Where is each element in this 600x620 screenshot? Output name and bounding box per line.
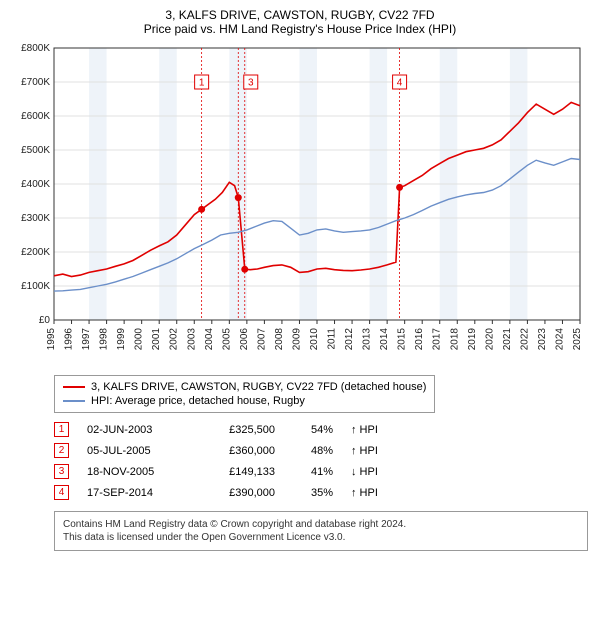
svg-text:2002: 2002 (169, 328, 180, 351)
chart-title: 3, KALFS DRIVE, CAWSTON, RUGBY, CV22 7FD (12, 8, 588, 22)
svg-text:£100K: £100K (21, 281, 50, 292)
transaction-price: £325,500 (195, 424, 275, 436)
svg-text:2021: 2021 (502, 328, 513, 351)
legend-label: 3, KALFS DRIVE, CAWSTON, RUGBY, CV22 7FD… (91, 381, 426, 393)
svg-text:2006: 2006 (239, 328, 250, 351)
transaction-price: £149,133 (195, 466, 275, 478)
svg-text:£300K: £300K (21, 213, 50, 224)
svg-text:2017: 2017 (432, 328, 443, 351)
transaction-table: 1 02-JUN-2003 £325,500 54% ↑ HPI 2 05-JUL-2005… (54, 419, 588, 503)
transaction-direction: ↓ HPI (351, 466, 391, 478)
svg-text:2025: 2025 (572, 328, 583, 351)
transaction-row: 3 18-NOV-2005 £149,133 41% ↓ HPI (54, 461, 588, 482)
svg-text:2018: 2018 (449, 328, 460, 351)
svg-text:£500K: £500K (21, 145, 50, 156)
transaction-pct: 48% (293, 445, 333, 457)
svg-text:3: 3 (248, 78, 254, 89)
svg-text:2019: 2019 (467, 328, 478, 351)
transaction-pct: 35% (293, 487, 333, 499)
svg-text:4: 4 (397, 78, 403, 89)
svg-text:£0: £0 (39, 315, 51, 326)
transaction-pct: 41% (293, 466, 333, 478)
transaction-direction: ↑ HPI (351, 487, 391, 499)
transaction-date: 18-NOV-2005 (87, 466, 177, 478)
transaction-marker: 2 (54, 443, 69, 458)
svg-text:2020: 2020 (484, 328, 495, 351)
transaction-date: 05-JUL-2005 (87, 445, 177, 457)
svg-text:£600K: £600K (21, 111, 50, 122)
svg-text:1999: 1999 (116, 328, 127, 351)
svg-text:2022: 2022 (519, 328, 530, 351)
transaction-price: £390,000 (195, 487, 275, 499)
footer-line-1: Contains HM Land Registry data © Crown c… (63, 518, 579, 531)
svg-text:1996: 1996 (64, 328, 75, 351)
svg-text:2023: 2023 (537, 328, 548, 351)
svg-text:2000: 2000 (134, 328, 145, 351)
footer-line-2: This data is licensed under the Open Gov… (63, 531, 579, 544)
svg-text:2008: 2008 (274, 328, 285, 351)
svg-text:£800K: £800K (21, 43, 50, 54)
svg-text:2001: 2001 (151, 328, 162, 351)
transaction-pct: 54% (293, 424, 333, 436)
transaction-marker: 3 (54, 464, 69, 479)
legend-label: HPI: Average price, detached house, Rugb… (91, 395, 305, 407)
legend-item: HPI: Average price, detached house, Rugb… (63, 394, 426, 408)
transaction-row: 4 17-SEP-2014 £390,000 35% ↑ HPI (54, 482, 588, 503)
svg-text:1: 1 (199, 78, 205, 89)
transaction-date: 17-SEP-2014 (87, 487, 177, 499)
transaction-row: 1 02-JUN-2003 £325,500 54% ↑ HPI (54, 419, 588, 440)
svg-text:£700K: £700K (21, 77, 50, 88)
svg-text:2013: 2013 (362, 328, 373, 351)
chart-svg: £0 £100K £200K £300K £400K £500K £600K £700K £80… (12, 42, 588, 362)
transaction-price: £360,000 (195, 445, 275, 457)
svg-text:2014: 2014 (379, 328, 390, 351)
footer-box: Contains HM Land Registry data © Crown c… (54, 511, 588, 551)
legend-item: 3, KALFS DRIVE, CAWSTON, RUGBY, CV22 7FD… (63, 380, 426, 394)
svg-text:2004: 2004 (204, 328, 215, 351)
svg-text:2015: 2015 (397, 328, 408, 351)
svg-text:2012: 2012 (344, 328, 355, 351)
svg-text:1997: 1997 (81, 328, 92, 351)
transaction-date: 02-JUN-2003 (87, 424, 177, 436)
svg-text:2024: 2024 (554, 328, 565, 351)
svg-text:2005: 2005 (221, 328, 232, 351)
transaction-direction: ↑ HPI (351, 445, 391, 457)
svg-text:1998: 1998 (99, 328, 110, 351)
legend-box: 3, KALFS DRIVE, CAWSTON, RUGBY, CV22 7FD… (54, 375, 435, 413)
transaction-marker: 1 (54, 422, 69, 437)
svg-text:2016: 2016 (414, 328, 425, 351)
svg-text:2009: 2009 (291, 328, 302, 351)
svg-text:£200K: £200K (21, 247, 50, 258)
svg-text:2010: 2010 (309, 328, 320, 351)
svg-text:2007: 2007 (256, 328, 267, 351)
svg-text:£400K: £400K (21, 179, 50, 190)
svg-text:2011: 2011 (327, 328, 338, 350)
chart-subtitle: Price paid vs. HM Land Registry's House … (12, 22, 588, 36)
svg-text:1995: 1995 (46, 328, 57, 351)
svg-text:2003: 2003 (186, 328, 197, 351)
transaction-marker: 4 (54, 485, 69, 500)
legend-swatch (63, 400, 85, 402)
transaction-row: 2 05-JUL-2005 £360,000 48% ↑ HPI (54, 440, 588, 461)
transaction-direction: ↑ HPI (351, 424, 391, 436)
chart-area: £0 £100K £200K £300K £400K £500K £600K £700K £80… (12, 42, 588, 367)
legend-swatch (63, 386, 85, 388)
